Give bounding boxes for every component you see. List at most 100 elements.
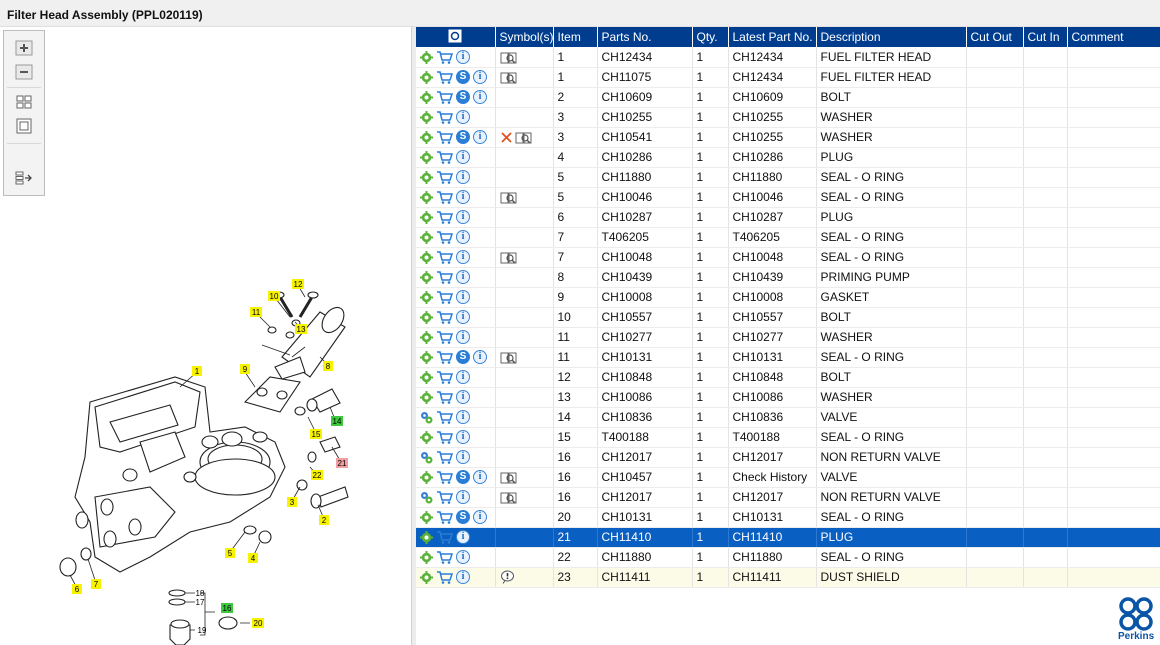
column-header-qty[interactable]: Qty. — [692, 27, 729, 47]
gear-icon[interactable] — [420, 270, 433, 284]
gear-icon[interactable] — [420, 290, 433, 304]
gear-icon[interactable] — [420, 190, 433, 204]
column-header-comment[interactable]: Comment — [1067, 27, 1160, 47]
gear-icon[interactable] — [420, 90, 433, 104]
gear-icon[interactable] — [420, 310, 433, 324]
supersession-icon[interactable]: S — [456, 510, 470, 525]
book-icon[interactable] — [500, 51, 517, 64]
table-row[interactable]: i 9 CH10008 1 CH10008 GASKET — [416, 287, 1160, 308]
cart-icon[interactable] — [436, 71, 453, 84]
cart-icon[interactable] — [436, 251, 453, 264]
info-icon[interactable]: i — [456, 110, 470, 125]
cart-icon[interactable] — [436, 351, 453, 364]
column-header-cut-in[interactable]: Cut In — [1023, 27, 1068, 47]
table-row[interactable]: i 5 CH11880 1 CH11880 SEAL - O RING — [416, 167, 1160, 188]
cart-icon[interactable] — [436, 171, 453, 184]
table-row[interactable]: i 1 CH12434 1 CH12434 FUEL FILTER HEAD — [416, 47, 1160, 68]
cart-icon[interactable] — [436, 231, 453, 244]
export-icon[interactable] — [14, 169, 34, 187]
book-icon[interactable] — [500, 71, 517, 84]
cart-icon[interactable] — [436, 391, 453, 404]
info-icon[interactable]: i — [456, 330, 470, 345]
book-icon[interactable] — [500, 191, 517, 204]
gear-icon[interactable] — [420, 430, 433, 444]
info-icon[interactable]: i — [456, 370, 470, 385]
info-icon[interactable]: i — [473, 90, 487, 105]
cart-icon[interactable] — [436, 371, 453, 384]
book-icon[interactable] — [500, 491, 517, 504]
gear-icon[interactable] — [420, 210, 433, 224]
zoom-out-icon[interactable] — [14, 63, 34, 81]
gear-icon[interactable] — [420, 570, 433, 584]
table-row[interactable]: i 5 CH10046 1 CH10046 SEAL - O RING — [416, 187, 1160, 208]
table-row[interactable]: i 21 CH11410 1 CH11410 PLUG — [416, 527, 1160, 548]
table-row[interactable]: i 12 CH10848 1 CH10848 BOLT — [416, 367, 1160, 388]
supersession-icon[interactable]: S — [456, 350, 470, 365]
multi-gear-icon[interactable] — [420, 451, 433, 464]
book-icon[interactable] — [500, 351, 517, 364]
table-row[interactable]: i 8 CH10439 1 CH10439 PRIMING PUMP — [416, 267, 1160, 288]
info-icon[interactable]: i — [456, 550, 470, 565]
gear-icon[interactable] — [420, 550, 433, 564]
cart-icon[interactable] — [436, 91, 453, 104]
info-icon[interactable]: i — [456, 230, 470, 245]
cart-icon[interactable] — [436, 191, 453, 204]
cart-icon[interactable] — [436, 431, 453, 444]
info-icon[interactable]: i — [456, 50, 470, 65]
note-icon[interactable] — [500, 570, 515, 585]
gear-icon[interactable] — [420, 230, 433, 244]
cart-icon[interactable] — [436, 471, 453, 484]
column-header-description[interactable]: Description — [816, 27, 967, 47]
zoom-in-icon[interactable] — [14, 39, 34, 57]
info-icon[interactable]: i — [473, 470, 487, 485]
info-icon[interactable]: i — [456, 290, 470, 305]
column-header-icons[interactable] — [416, 27, 496, 47]
table-row[interactable]: i 14 CH10836 1 CH10836 VALVE — [416, 407, 1160, 428]
cart-icon[interactable] — [436, 151, 453, 164]
table-row[interactable]: i 22 CH11880 1 CH11880 SEAL - O RING — [416, 547, 1160, 568]
gear-icon[interactable] — [420, 370, 433, 384]
cart-icon[interactable] — [436, 131, 453, 144]
table-row[interactable]: i 16 CH12017 1 CH12017 NON RETURN VALVE — [416, 447, 1160, 468]
info-icon[interactable]: i — [456, 430, 470, 445]
gear-icon[interactable] — [420, 250, 433, 264]
table-row[interactable]: i 13 CH10086 1 CH10086 WASHER — [416, 387, 1160, 408]
cart-icon[interactable] — [436, 50, 453, 64]
gear-icon[interactable] — [420, 390, 433, 404]
info-icon[interactable]: i — [456, 210, 470, 225]
gear-icon[interactable] — [420, 350, 433, 364]
column-header-symbols[interactable]: Symbol(s) — [495, 27, 554, 47]
table-row[interactable]: i 7 CH10048 1 CH10048 SEAL - O RING — [416, 247, 1160, 268]
book-icon[interactable] — [500, 471, 517, 484]
gear-icon[interactable] — [420, 470, 433, 484]
book-icon[interactable] — [500, 251, 517, 264]
diagram-pane[interactable]: 1 2 3 4 5 6 7 8 9 10 11 12 13 14 15 16 1… — [0, 27, 412, 645]
gear-icon[interactable] — [420, 330, 433, 344]
zoom-window-icon[interactable] — [14, 117, 34, 135]
gear-icon[interactable] — [420, 130, 433, 144]
multi-gear-icon[interactable] — [420, 411, 433, 424]
table-row[interactable]: i 23 CH11411 1 CH11411 DUST SHIELD — [416, 567, 1160, 588]
info-icon[interactable]: i — [456, 410, 470, 425]
column-header-parts-no[interactable]: Parts No. — [597, 27, 693, 47]
book-icon[interactable] — [515, 131, 532, 144]
supersession-icon[interactable]: S — [456, 470, 470, 485]
info-icon[interactable]: i — [456, 530, 470, 545]
pane-splitter[interactable] — [412, 27, 416, 645]
info-icon[interactable]: i — [456, 390, 470, 405]
info-icon[interactable]: i — [473, 130, 487, 145]
table-row[interactable]: i 10 CH10557 1 CH10557 BOLT — [416, 307, 1160, 328]
cart-icon[interactable] — [436, 551, 453, 564]
supersession-icon[interactable]: S — [456, 130, 470, 145]
column-header-item[interactable]: Item — [553, 27, 598, 47]
info-icon[interactable]: i — [456, 490, 470, 505]
info-icon[interactable]: i — [456, 190, 470, 205]
cart-icon[interactable] — [436, 491, 453, 504]
info-icon[interactable]: i — [456, 170, 470, 185]
info-icon[interactable]: i — [456, 450, 470, 465]
